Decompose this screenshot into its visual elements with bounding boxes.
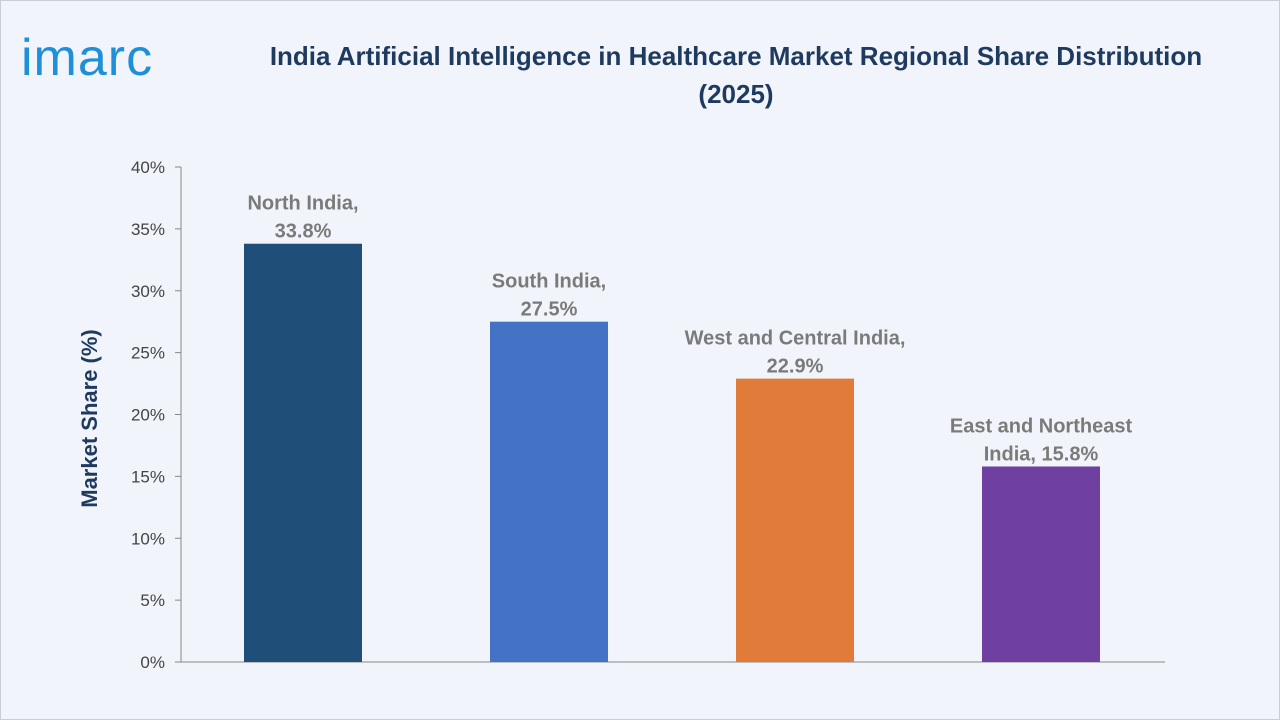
y-tick-label: 25% bbox=[131, 344, 165, 363]
data-label-2: South India, bbox=[492, 271, 606, 293]
bar-4 bbox=[982, 466, 1100, 662]
y-tick-label: 30% bbox=[131, 282, 165, 301]
y-tick-label: 20% bbox=[131, 406, 165, 425]
data-label-4: India, 15.8% bbox=[984, 443, 1099, 465]
data-label-3: West and Central India, bbox=[685, 328, 906, 350]
y-tick-label: 40% bbox=[131, 158, 165, 177]
y-tick-label: 15% bbox=[131, 467, 165, 486]
data-label-3: 22.9% bbox=[767, 356, 824, 378]
y-tick-label: 10% bbox=[131, 529, 165, 548]
imarc-logo: imarc bbox=[21, 29, 153, 81]
y-axis-label: Market Share (%) bbox=[77, 329, 102, 508]
data-label-1: North India, bbox=[247, 193, 358, 215]
chart-title: India Artificial Intelligence in Healthc… bbox=[269, 41, 1203, 109]
bar-2 bbox=[490, 321, 608, 662]
y-tick-label: 35% bbox=[131, 220, 165, 239]
y-tick-label: 0% bbox=[140, 653, 165, 672]
data-label-2: 27.5% bbox=[521, 299, 578, 321]
y-tick-label: 5% bbox=[140, 591, 165, 610]
svg-text:imarc: imarc bbox=[21, 29, 153, 81]
bar-3 bbox=[736, 378, 854, 662]
bar-1 bbox=[244, 243, 362, 662]
data-label-4: East and Northeast bbox=[950, 415, 1133, 437]
data-label-1: 33.8% bbox=[275, 221, 332, 243]
